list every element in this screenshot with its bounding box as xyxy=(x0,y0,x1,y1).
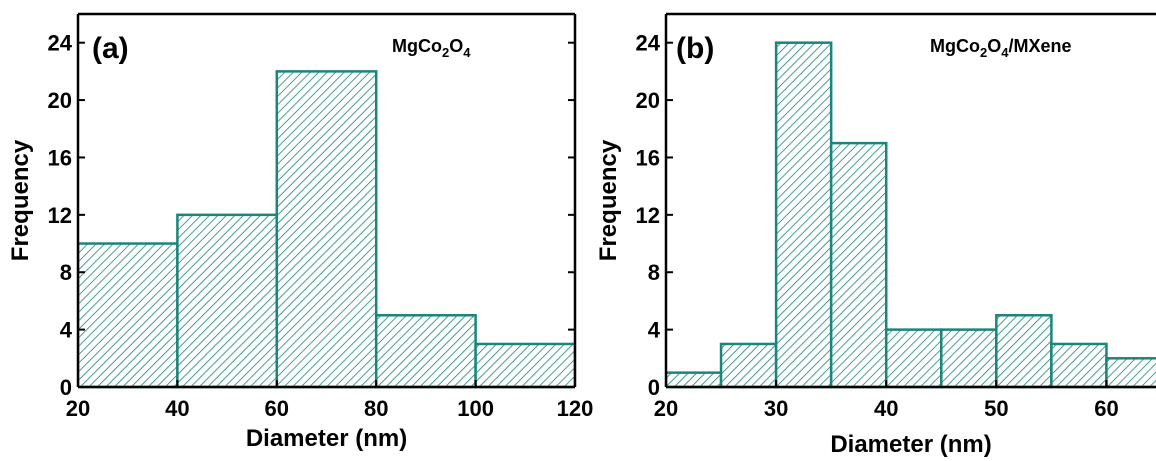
y-tick-label: 4 xyxy=(60,318,73,343)
y-tick-label: 20 xyxy=(636,88,660,113)
x-tick-label: 20 xyxy=(654,396,678,421)
histogram-bar xyxy=(374,314,477,389)
series-label-text: MgCo xyxy=(392,36,442,56)
panel-tag: (b) xyxy=(676,32,714,65)
histogram-bar xyxy=(884,328,943,389)
y-tick-label: 20 xyxy=(48,88,72,113)
x-tick-label: 20 xyxy=(66,396,90,421)
histogram-bar xyxy=(719,342,778,389)
y-tick-label: 16 xyxy=(636,145,660,170)
series-label: MgCo2O4/MXene xyxy=(930,36,1072,60)
series-label: MgCo2O4 xyxy=(392,36,471,60)
x-tick-label: 50 xyxy=(984,396,1008,421)
histogram-bar xyxy=(995,314,1053,389)
y-tick-label: 12 xyxy=(48,203,72,228)
bars xyxy=(666,41,1156,389)
y-tick-label: 4 xyxy=(648,318,661,343)
x-tick-label: 60 xyxy=(1094,396,1118,421)
histogram-bar xyxy=(940,328,998,389)
x-tick-label: 30 xyxy=(764,396,788,421)
series-label-text: O xyxy=(449,36,463,56)
series-label-text: /MXene xyxy=(1008,36,1071,56)
x-axis-title: Diameter (nm) xyxy=(246,425,407,452)
x-tick-label: 80 xyxy=(364,396,388,421)
histogram-bar xyxy=(829,141,888,389)
histogram-bar xyxy=(275,70,378,389)
y-tick-label: 8 xyxy=(648,260,660,285)
y-tick-label: 0 xyxy=(60,375,72,400)
x-tick-label: 40 xyxy=(165,396,189,421)
x-tick-label: 120 xyxy=(557,396,594,421)
histogram-bar xyxy=(774,41,833,389)
series-label-text: O xyxy=(987,36,1001,56)
y-tick-label: 12 xyxy=(636,203,660,228)
y-tick-label: 24 xyxy=(636,31,661,56)
series-label-subscript: 4 xyxy=(463,45,471,60)
histogram-bar xyxy=(1050,342,1108,389)
histogram-bar xyxy=(78,242,179,389)
y-tick-label: 0 xyxy=(648,375,660,400)
y-axis-title: Frequency xyxy=(595,139,622,261)
histogram-bar xyxy=(474,342,575,389)
y-tick-label: 24 xyxy=(48,31,73,56)
series-label-subscript: 2 xyxy=(980,45,987,60)
x-axis-title: Diameter (nm) xyxy=(830,431,991,458)
x-tick-label: 40 xyxy=(874,396,898,421)
bars xyxy=(78,70,575,389)
series-label-subscript: 2 xyxy=(442,45,449,60)
histogram-bar xyxy=(666,371,723,389)
panel-tag: (a) xyxy=(92,32,129,65)
series-label-subscript: 4 xyxy=(1001,45,1009,60)
x-tick-label: 100 xyxy=(457,396,494,421)
y-tick-label: 16 xyxy=(48,145,72,170)
x-tick-label: 60 xyxy=(265,396,289,421)
series-label-text: MgCo xyxy=(930,36,980,56)
y-tick-label: 8 xyxy=(60,260,72,285)
y-axis-title: Frequency xyxy=(7,139,34,261)
histogram-bar xyxy=(1105,357,1156,389)
histogram-bar xyxy=(176,213,279,389)
